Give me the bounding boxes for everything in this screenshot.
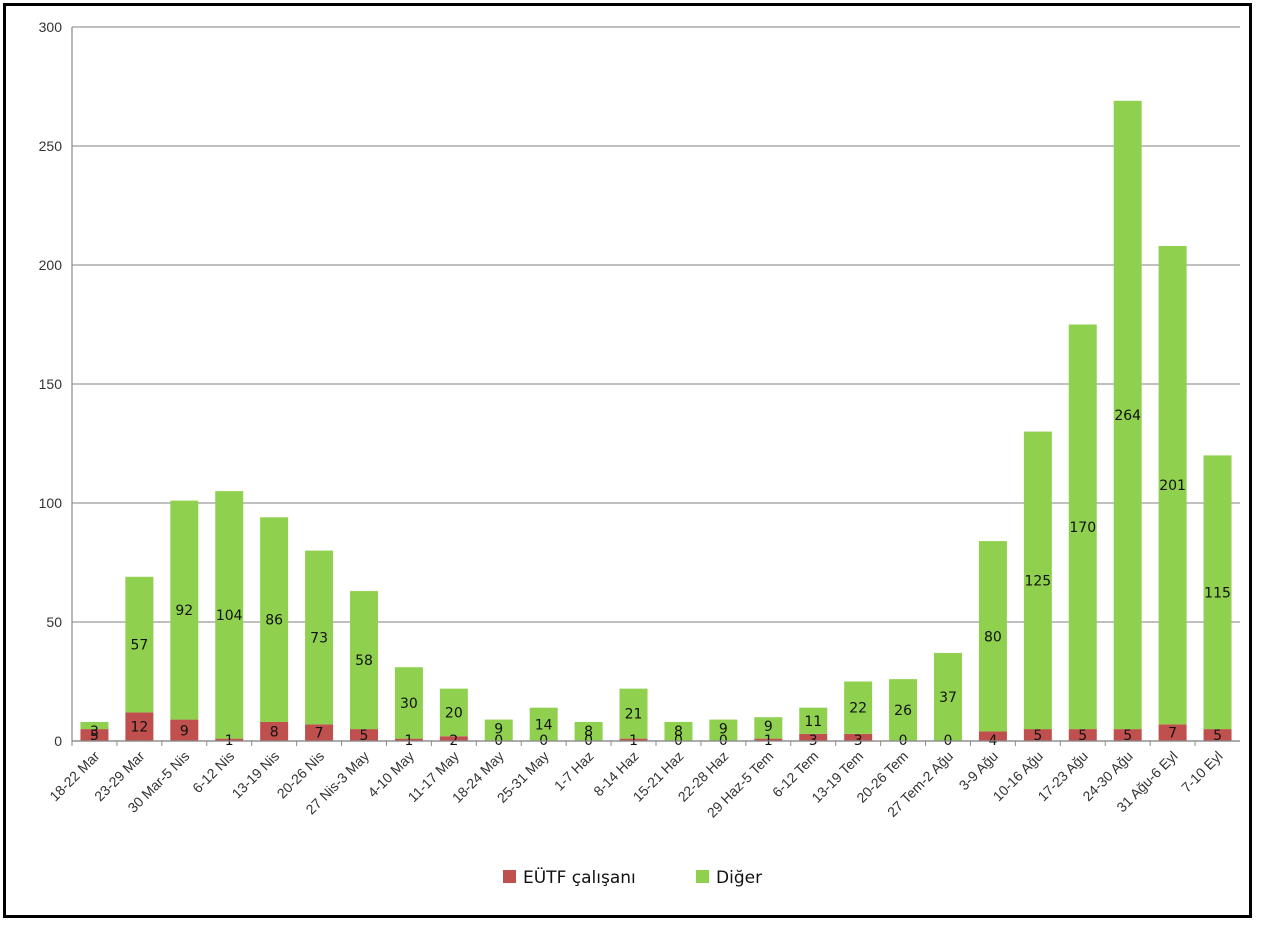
data-label-eutf: 5 xyxy=(1123,728,1132,744)
legend-label-diger: Diğer xyxy=(716,868,762,888)
data-label-eutf: 7 xyxy=(315,726,324,742)
bar-segment-eutf xyxy=(260,721,289,741)
bar-segment-diger xyxy=(574,721,603,741)
data-label-diger: 80 xyxy=(984,629,1002,645)
bar-segment-diger xyxy=(439,688,468,737)
data-label-diger: 104 xyxy=(216,608,243,624)
data-label-diger: 58 xyxy=(355,653,373,669)
bar-segment-diger xyxy=(125,576,154,713)
x-tick-label: 13-19 Nis xyxy=(229,748,283,802)
data-label-diger: 92 xyxy=(175,603,193,619)
bar-segment-eutf xyxy=(1023,729,1052,741)
data-label-eutf: 5 xyxy=(1213,728,1222,744)
data-label-diger: 86 xyxy=(265,613,283,629)
bar-segment-diger xyxy=(934,652,962,741)
bar-segment-diger xyxy=(1023,431,1052,730)
bar-segment-diger xyxy=(350,591,378,730)
bar-segment-diger xyxy=(1158,245,1187,725)
bar-segment-diger xyxy=(799,707,828,734)
data-label-diger: 30 xyxy=(400,696,418,712)
data-label-diger: 8 xyxy=(674,724,683,740)
bar-segment-diger xyxy=(1113,100,1142,730)
data-label-diger: 14 xyxy=(535,717,553,733)
data-label-diger: 264 xyxy=(1114,408,1141,424)
bar-segment-diger xyxy=(709,719,738,741)
bar-segment-eutf xyxy=(1158,724,1187,741)
legend-swatch-diger xyxy=(696,870,709,883)
bar-segment-eutf xyxy=(80,729,109,741)
data-label-eutf: 5 xyxy=(360,728,369,744)
data-label-diger: 115 xyxy=(1204,585,1231,601)
data-label-eutf: 9 xyxy=(180,723,189,739)
bar-segment-diger xyxy=(170,500,199,720)
data-label-diger: 3 xyxy=(90,724,99,740)
bar-segment-diger xyxy=(619,688,648,739)
bar-segment-diger xyxy=(394,667,423,739)
data-label-diger: 11 xyxy=(804,714,822,730)
bar-segment-eutf xyxy=(125,712,154,741)
bar-segment-eutf xyxy=(619,738,648,741)
y-tick-label: 250 xyxy=(39,138,63,154)
bar-segment-diger xyxy=(664,721,693,741)
data-label-diger: 170 xyxy=(1069,520,1096,536)
bar-segment-eutf xyxy=(305,724,334,741)
y-tick-label: 100 xyxy=(39,495,63,511)
y-tick-label: 300 xyxy=(39,19,63,35)
data-label-eutf: 7 xyxy=(1168,726,1177,742)
bar-segment-diger xyxy=(1068,324,1097,730)
bar-segment-diger xyxy=(978,541,1007,732)
data-label-diger: 125 xyxy=(1024,573,1051,589)
legend-swatch-eutf xyxy=(503,870,516,883)
bar-segment-eutf xyxy=(1113,729,1142,741)
data-label-eutf: 8 xyxy=(270,724,279,740)
bar-segment-eutf xyxy=(978,731,1007,741)
data-label-diger: 9 xyxy=(494,722,503,738)
x-tick-label: 1-7 Haz xyxy=(551,748,597,794)
bar-segment-diger xyxy=(529,707,558,741)
data-label-diger: 22 xyxy=(849,701,867,717)
y-tick-label: 0 xyxy=(54,733,62,749)
y-tick-label: 200 xyxy=(39,257,63,273)
bar-segment-eutf xyxy=(844,733,873,741)
data-label-diger: 26 xyxy=(894,703,912,719)
data-label-diger: 9 xyxy=(764,719,773,735)
bar-segment-diger xyxy=(844,681,873,734)
bar-segment-diger xyxy=(260,517,289,722)
data-label-diger: 21 xyxy=(625,707,643,723)
bar-segment-eutf xyxy=(394,738,423,741)
data-label-diger: 20 xyxy=(445,705,463,721)
data-label-eutf: 5 xyxy=(1033,728,1042,744)
bar-segment-diger xyxy=(754,717,783,739)
data-label-eutf: 12 xyxy=(130,720,148,736)
bar-segment-eutf xyxy=(1068,729,1097,741)
bar-segment-diger xyxy=(215,491,244,739)
x-tick-label: 3-9 Ağu xyxy=(956,748,1001,793)
data-label-diger: 8 xyxy=(584,724,593,740)
bar-segment-eutf xyxy=(215,738,244,741)
data-label-diger: 73 xyxy=(310,630,328,646)
bar-segment-eutf xyxy=(439,736,468,741)
bar-segment-eutf xyxy=(799,733,828,741)
x-tick-label: 7-10 Eyl xyxy=(1178,748,1226,796)
bar-segment-diger xyxy=(80,721,109,730)
y-tick-label: 150 xyxy=(39,376,63,392)
bar-segment-diger xyxy=(305,550,334,725)
bar-segment-diger xyxy=(1203,455,1232,730)
data-label-eutf: 5 xyxy=(90,728,99,744)
bar-segment-eutf xyxy=(350,729,378,741)
bar-segment-eutf xyxy=(754,738,783,741)
data-label-diger: 37 xyxy=(939,690,957,706)
data-label-eutf: 5 xyxy=(1078,728,1087,744)
bar-segment-eutf xyxy=(170,719,199,741)
legend-label-eutf: EÜTF çalışanı xyxy=(523,866,636,888)
y-tick-label: 50 xyxy=(46,614,62,630)
bar-segment-diger xyxy=(484,719,513,741)
data-label-diger: 201 xyxy=(1159,478,1186,494)
data-label-diger: 9 xyxy=(719,722,728,738)
bar-segment-diger xyxy=(889,679,918,741)
data-label-diger: 57 xyxy=(130,638,148,654)
bar-segment-eutf xyxy=(1203,729,1232,741)
